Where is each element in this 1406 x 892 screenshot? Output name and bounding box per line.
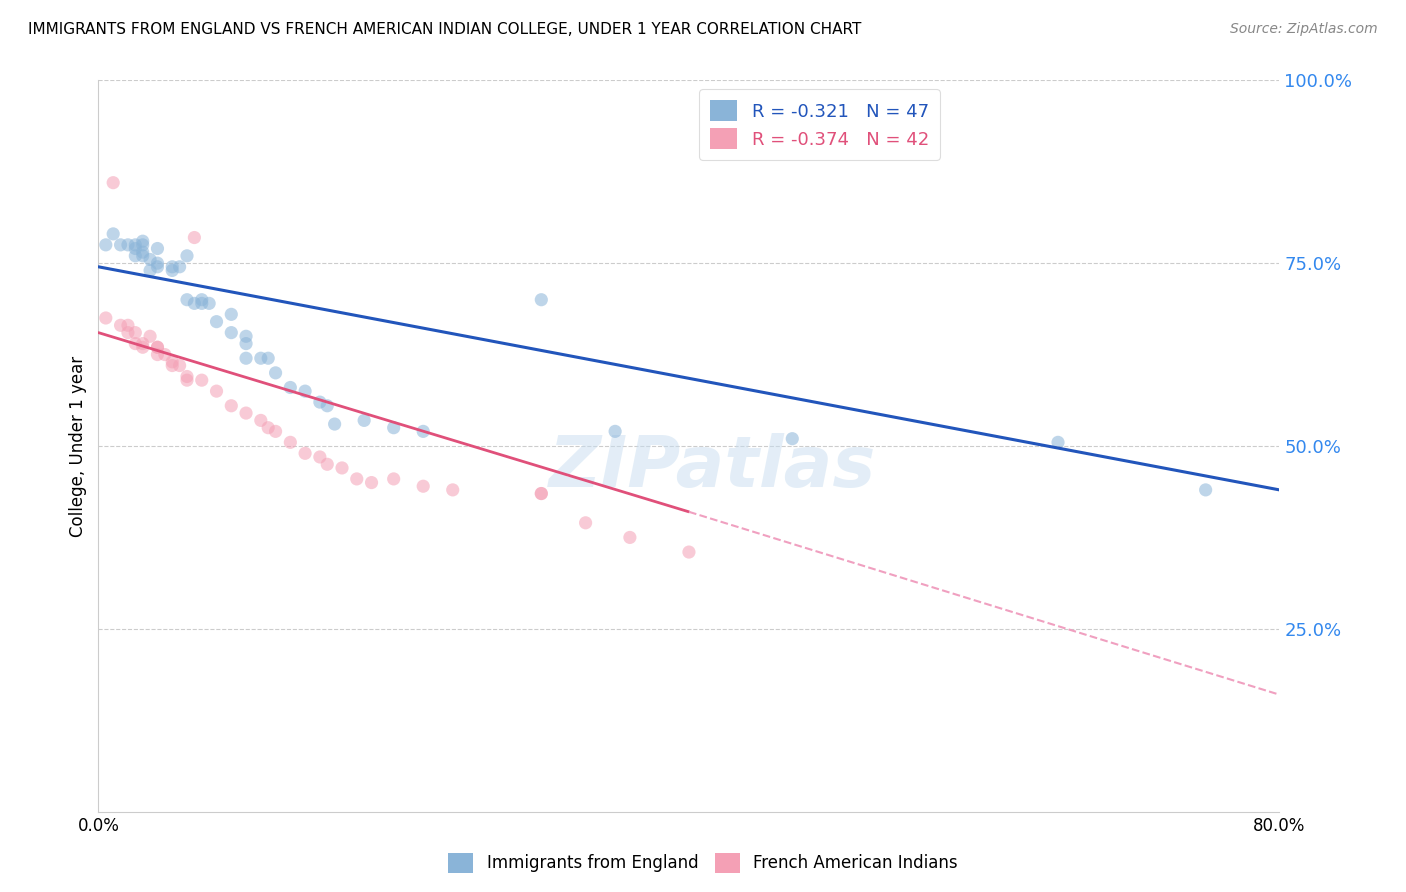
Point bbox=[250, 351, 273, 366]
Point bbox=[110, 237, 132, 252]
Point bbox=[117, 318, 139, 333]
Point bbox=[132, 249, 155, 263]
Point bbox=[191, 296, 214, 310]
Point bbox=[530, 486, 553, 500]
Point bbox=[280, 380, 302, 394]
Point bbox=[183, 296, 205, 310]
Point bbox=[619, 530, 641, 544]
Point bbox=[221, 399, 243, 413]
Point bbox=[235, 329, 257, 343]
Point bbox=[316, 399, 339, 413]
Point bbox=[110, 318, 132, 333]
Legend: Immigrants from England, French American Indians: Immigrants from England, French American… bbox=[441, 847, 965, 880]
Point bbox=[309, 450, 332, 464]
Point bbox=[146, 242, 169, 256]
Point bbox=[169, 359, 191, 373]
Point bbox=[146, 347, 169, 362]
Point bbox=[183, 230, 205, 244]
Point bbox=[132, 336, 155, 351]
Point bbox=[294, 446, 316, 460]
Point bbox=[132, 237, 155, 252]
Point bbox=[176, 249, 198, 263]
Point bbox=[176, 369, 198, 384]
Point bbox=[264, 366, 287, 380]
Point bbox=[346, 472, 368, 486]
Point bbox=[146, 340, 169, 354]
Point bbox=[162, 263, 183, 277]
Point bbox=[103, 176, 125, 190]
Point bbox=[205, 315, 228, 329]
Point bbox=[250, 413, 273, 427]
Point bbox=[360, 475, 382, 490]
Point bbox=[782, 432, 804, 446]
Point bbox=[146, 340, 169, 354]
Point bbox=[264, 425, 287, 439]
Point bbox=[309, 395, 332, 409]
Point bbox=[176, 373, 198, 387]
Point bbox=[139, 263, 162, 277]
Legend: R = -0.321   N = 47, R = -0.374   N = 42: R = -0.321 N = 47, R = -0.374 N = 42 bbox=[699, 89, 939, 160]
Point bbox=[103, 227, 125, 241]
Point bbox=[162, 260, 183, 274]
Point bbox=[205, 384, 228, 399]
Point bbox=[412, 479, 434, 493]
Point bbox=[162, 355, 183, 369]
Point bbox=[530, 486, 553, 500]
Point bbox=[132, 245, 155, 260]
Point bbox=[1195, 483, 1218, 497]
Point bbox=[146, 256, 169, 270]
Point bbox=[235, 336, 257, 351]
Point bbox=[124, 336, 146, 351]
Point bbox=[678, 545, 700, 559]
Point bbox=[117, 237, 139, 252]
Point bbox=[146, 260, 169, 274]
Point bbox=[132, 340, 155, 354]
Y-axis label: College, Under 1 year: College, Under 1 year bbox=[69, 355, 87, 537]
Point bbox=[382, 472, 405, 486]
Point bbox=[198, 296, 221, 310]
Point bbox=[280, 435, 302, 450]
Point bbox=[382, 421, 405, 435]
Point bbox=[94, 310, 117, 325]
Text: IMMIGRANTS FROM ENGLAND VS FRENCH AMERICAN INDIAN COLLEGE, UNDER 1 YEAR CORRELAT: IMMIGRANTS FROM ENGLAND VS FRENCH AMERIC… bbox=[28, 22, 862, 37]
Point bbox=[124, 249, 146, 263]
Point bbox=[221, 326, 243, 340]
Point bbox=[124, 326, 146, 340]
Point bbox=[575, 516, 598, 530]
Point bbox=[139, 252, 162, 267]
Point bbox=[124, 237, 146, 252]
Point bbox=[139, 329, 162, 343]
Point bbox=[316, 457, 339, 471]
Text: Source: ZipAtlas.com: Source: ZipAtlas.com bbox=[1230, 22, 1378, 37]
Point bbox=[1046, 435, 1070, 450]
Point bbox=[235, 351, 257, 366]
Point bbox=[605, 425, 627, 439]
Point bbox=[117, 326, 139, 340]
Point bbox=[191, 373, 214, 387]
Point bbox=[257, 421, 280, 435]
Point bbox=[257, 351, 280, 366]
Point bbox=[153, 347, 176, 362]
Point bbox=[323, 417, 346, 431]
Point bbox=[132, 234, 155, 248]
Point bbox=[412, 425, 434, 439]
Point bbox=[94, 237, 117, 252]
Text: ZIPatlas: ZIPatlas bbox=[548, 434, 876, 502]
Point bbox=[530, 293, 553, 307]
Point bbox=[330, 461, 353, 475]
Point bbox=[353, 413, 375, 427]
Point bbox=[235, 406, 257, 420]
Point bbox=[162, 359, 183, 373]
Point bbox=[176, 293, 198, 307]
Point bbox=[294, 384, 316, 399]
Point bbox=[441, 483, 464, 497]
Point bbox=[221, 307, 243, 321]
Point bbox=[191, 293, 214, 307]
Point bbox=[169, 260, 191, 274]
Point bbox=[124, 242, 146, 256]
